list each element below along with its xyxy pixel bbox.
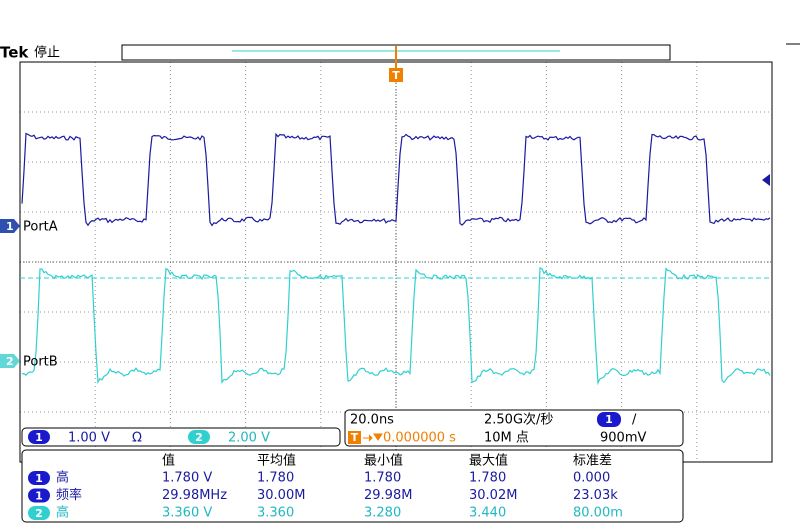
- brand: Tek: [0, 44, 29, 62]
- trigger-position: 0.000000 s: [383, 431, 456, 446]
- column-header: 值: [162, 453, 175, 469]
- row-channel: 1: [35, 490, 43, 503]
- sample-rate: 2.50G次/秒: [484, 412, 553, 428]
- measurement-value: 23.03k: [573, 488, 618, 503]
- measurement-value: 29.98MHz: [162, 488, 227, 503]
- graticule: [20, 62, 772, 462]
- trigger-channel-badge: [597, 412, 621, 427]
- column-header: 最大值: [469, 453, 508, 469]
- ch2-scale: 2.00 V: [228, 431, 270, 446]
- row-channel: 1: [35, 472, 43, 485]
- row-name: 频率: [56, 487, 82, 503]
- measurement-table: 值平均值 最小值 最大值 标准差1 高 1.780 V 1.780 1.780 1.780 0.0…: [28, 453, 623, 521]
- row-badge: [28, 506, 50, 520]
- time-scale: 20.0ns: [350, 413, 394, 428]
- column-header: 标准差: [573, 454, 612, 469]
- measurement-value: 1.780: [364, 471, 401, 486]
- channel-settings: [21, 427, 341, 447]
- measurement-value: 3.440: [469, 506, 506, 521]
- run-status: 停止: [34, 45, 60, 61]
- ch1-coupling: Ω: [132, 431, 142, 446]
- row-name: 高: [56, 505, 69, 521]
- ch1-label: PortA: [23, 220, 58, 235]
- ch1-badge: [28, 430, 50, 444]
- trigger-level: 900mV: [600, 431, 646, 446]
- trigger-pos-marker: T: [351, 431, 359, 444]
- measurement-value: 1.780 V: [162, 471, 212, 486]
- trigger-pos-badge: [348, 431, 361, 444]
- level-arrow: [762, 174, 770, 186]
- ch1-number: 1: [6, 220, 14, 233]
- measurement-value: 3.360: [257, 506, 294, 521]
- measurement-value: 1.780: [469, 471, 506, 486]
- ch1-scale: 1.00 V: [68, 431, 110, 446]
- trigger-slope: /: [632, 413, 637, 428]
- trigger-channel: 1: [605, 413, 613, 426]
- ch2-tag: [0, 354, 20, 368]
- trigger-pos-arrow: [363, 433, 383, 442]
- ch1-tag: [0, 219, 20, 233]
- ch1-setting-number: 1: [35, 431, 43, 444]
- column-header: 平均值: [257, 453, 296, 469]
- row-name: 高: [56, 470, 69, 486]
- measurement-value: 0.000: [573, 471, 610, 486]
- ch2-badge: [188, 430, 210, 444]
- measurement-value: 80.00m: [573, 506, 623, 521]
- row-badge: [28, 488, 50, 503]
- measurement-value: 30.00M: [257, 488, 305, 503]
- record-length: 10M 点: [484, 431, 529, 446]
- measurement-value: 30.02M: [469, 488, 517, 503]
- trigger-badge: [389, 68, 403, 82]
- waveform-ch1: [21, 132, 771, 227]
- ch2-setting-number: 2: [195, 431, 203, 444]
- measurement-value: 3.360 V: [162, 506, 212, 521]
- trigger-marker: T: [392, 69, 400, 82]
- column-header: 最小值: [364, 453, 403, 469]
- ch2-number: 2: [6, 355, 14, 368]
- row-channel: 2: [35, 507, 43, 520]
- ch2-label: PortB: [23, 355, 58, 370]
- measurement-value: 1.780: [257, 471, 294, 486]
- measurement-value: 3.280: [364, 506, 401, 521]
- waveform-ch2: [21, 266, 771, 386]
- row-badge: [28, 471, 50, 485]
- measurement-value: 29.98M: [364, 488, 412, 503]
- measurements: [21, 449, 684, 523]
